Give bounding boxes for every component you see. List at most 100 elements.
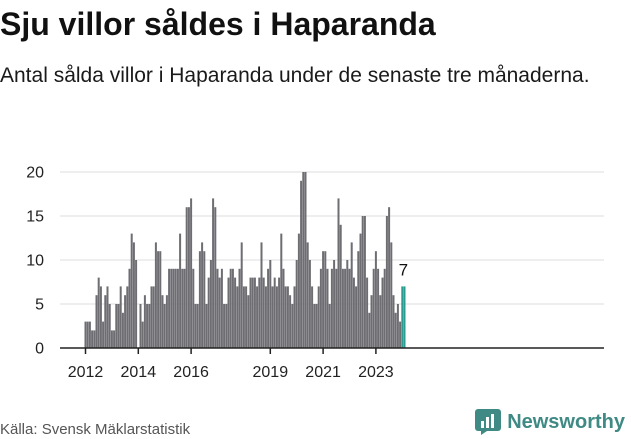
bar — [157, 251, 160, 348]
bar — [172, 268, 175, 348]
y-tick-label: 0 — [35, 341, 44, 358]
bar — [201, 242, 204, 348]
last-value-label: 7 — [399, 260, 408, 279]
bar — [385, 216, 388, 348]
bar — [141, 321, 144, 348]
bar — [99, 286, 102, 348]
x-tick-label: 2021 — [305, 364, 341, 381]
bar — [350, 242, 353, 348]
bar — [392, 295, 395, 348]
bar — [337, 198, 340, 348]
bar — [179, 233, 182, 348]
bar — [227, 277, 230, 348]
bar — [370, 295, 373, 348]
brand-name: Newsworthy — [507, 411, 625, 433]
chart-title: Sju villor såldes i Haparanda — [0, 6, 436, 42]
y-tick-label: 10 — [26, 253, 44, 270]
bar — [229, 268, 232, 348]
bar — [126, 286, 129, 348]
newsworthy-logo-icon — [475, 409, 502, 435]
x-tick-label: 2023 — [358, 364, 394, 381]
bar — [146, 304, 149, 348]
bar-chart: 0 5 10 15 20 2012 2014 2016 2019 2021 2023 7 — [26, 165, 604, 381]
bar — [280, 233, 283, 348]
bar — [319, 268, 322, 348]
bar — [110, 330, 113, 348]
bar — [163, 304, 166, 348]
bar — [128, 268, 131, 348]
bar — [326, 268, 329, 348]
bar — [267, 268, 270, 348]
bar — [203, 251, 206, 348]
bar — [93, 330, 96, 348]
bar — [284, 286, 287, 348]
bar — [220, 268, 223, 348]
bar — [275, 286, 278, 348]
bar — [121, 312, 124, 348]
x-tick-label: 2016 — [173, 364, 209, 381]
y-tick-label: 5 — [35, 297, 44, 314]
bar — [242, 286, 245, 348]
x-tick-label: 2014 — [121, 364, 157, 381]
brand-logo[interactable]: Newsworthy — [475, 408, 625, 436]
bar — [251, 277, 254, 348]
bar — [344, 268, 347, 348]
bar — [388, 207, 391, 348]
bar — [84, 321, 87, 348]
bar — [379, 295, 382, 348]
bar — [306, 242, 309, 348]
bar — [216, 268, 219, 348]
bar — [152, 286, 155, 348]
bar — [205, 304, 208, 348]
bar — [311, 286, 314, 348]
bar — [218, 277, 221, 348]
bar — [308, 260, 311, 348]
bar — [304, 172, 307, 348]
bar — [302, 172, 305, 348]
bar — [91, 330, 94, 348]
bar — [328, 304, 331, 348]
bar — [313, 304, 316, 348]
bar — [317, 286, 320, 348]
bar — [278, 277, 281, 348]
bar — [300, 180, 303, 348]
bar — [401, 286, 404, 348]
bar — [289, 295, 292, 348]
bar — [196, 304, 199, 348]
bar — [113, 330, 116, 348]
bar — [225, 304, 228, 348]
bar — [293, 286, 296, 348]
bar — [377, 268, 380, 348]
bar — [207, 277, 210, 348]
source-note: Källa: Svensk Mäklarstatistik — [0, 421, 191, 438]
bar — [150, 286, 153, 348]
bar — [396, 304, 399, 348]
bar — [245, 286, 248, 348]
bar — [341, 268, 344, 348]
bar — [363, 216, 366, 348]
bar — [139, 304, 142, 348]
bar — [192, 268, 195, 348]
bar — [335, 268, 338, 348]
bar — [394, 312, 397, 348]
bar — [262, 277, 265, 348]
bar — [269, 260, 272, 348]
bar — [212, 198, 215, 348]
bar — [223, 304, 226, 348]
y-tick-label: 20 — [26, 165, 44, 182]
bar — [399, 321, 402, 348]
bar — [271, 286, 274, 348]
bar — [97, 277, 100, 348]
bar — [366, 277, 369, 348]
bar-series — [84, 172, 406, 348]
bar — [86, 321, 89, 348]
bar — [348, 268, 351, 348]
chart-subtitle: Antal sålda villor i Haparanda under de … — [0, 64, 590, 87]
bar — [231, 268, 234, 348]
bar — [194, 304, 197, 348]
bar — [236, 286, 239, 348]
bar — [355, 286, 358, 348]
bar — [346, 260, 349, 348]
bar — [130, 233, 133, 348]
bar — [322, 251, 325, 348]
